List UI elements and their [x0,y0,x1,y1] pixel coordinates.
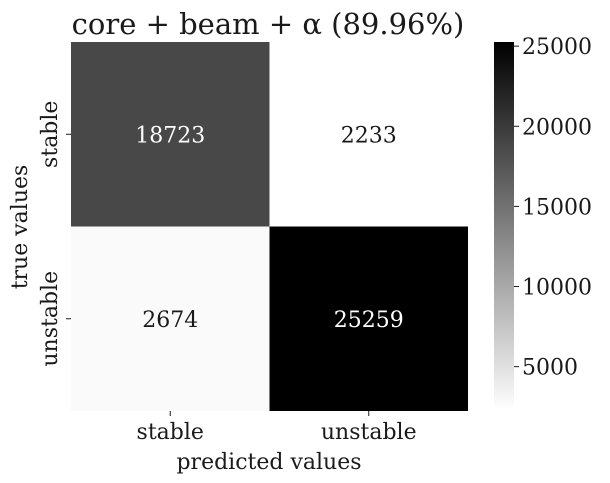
x-axis-ticks: stable unstable [137,411,417,445]
heatmap-cell-labels: 18723 2233 2674 25259 [135,123,404,333]
colorbar-tick-label: 15000 [522,195,592,220]
x-axis-label: predicted values [176,450,361,475]
cell-value-label: 2233 [341,123,397,148]
y-axis-label: true values [8,165,33,290]
x-tick-label: stable [137,420,204,445]
cell-value-label: 25259 [334,308,404,333]
colorbar-tick-label: 10000 [522,276,592,301]
y-tick-label: unstable [38,271,63,367]
colorbar-tick-label: 25000 [522,35,592,60]
heatmap-cells [71,42,468,411]
cell-value-label: 18723 [135,123,205,148]
heatmap-cell [269,226,468,411]
y-tick-label: stable [38,101,63,168]
heatmap-cell [71,226,270,411]
colorbar [494,42,514,411]
colorbar-ticks: 5000 10000 15000 20000 25000 [514,35,592,381]
colorbar-tick-label: 5000 [522,356,578,381]
y-axis-ticks: stable unstable [38,101,71,367]
cell-value-label: 2674 [142,308,198,333]
heatmap-cell [269,42,468,227]
x-tick-label: unstable [321,420,417,445]
chart-title: core + beam + α (89.96%) [72,7,465,41]
heatmap-cell [71,42,270,227]
colorbar-tick-label: 20000 [522,115,592,140]
